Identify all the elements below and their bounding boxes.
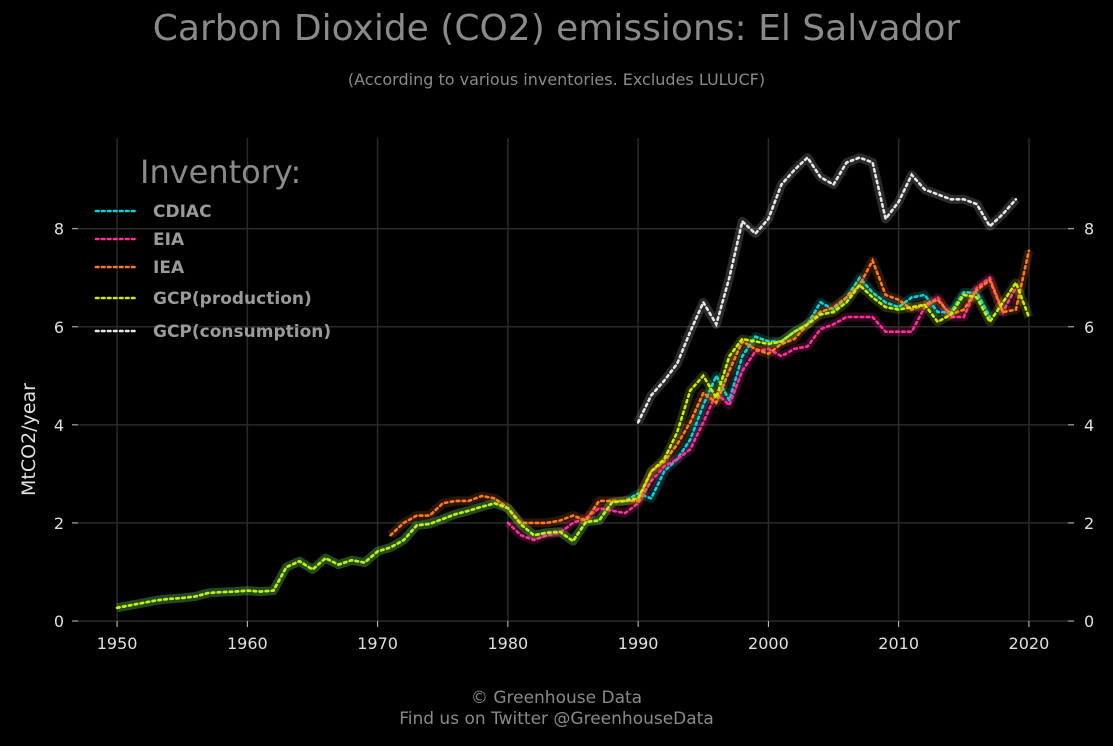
series-line-gcp-consumption	[636, 155, 1018, 424]
footer-twitter: Find us on Twitter @GreenhouseData	[399, 709, 714, 729]
x-tick-label: 1980	[488, 634, 529, 653]
y-tick-label-left: 6	[54, 318, 64, 337]
y-tick-label-left: 0	[54, 612, 64, 631]
y-tick-label-right: 0	[1084, 612, 1094, 631]
y-tick-label-right: 2	[1084, 514, 1094, 533]
legend-label-gcp-consumption: GCP(consumption)	[153, 322, 331, 342]
y-tick-label-right: 8	[1084, 220, 1094, 239]
x-tick-label: 2010	[878, 634, 919, 653]
legend-label-cdiac: CDIAC	[153, 202, 212, 222]
y-tick-label-left: 2	[54, 514, 64, 533]
chart-subtitle: (According to various inventories. Exclu…	[347, 70, 766, 89]
legend-label-gcp-production: GCP(production)	[153, 289, 312, 309]
series-line-gcp-production	[115, 279, 1031, 610]
legend-label-iea: IEA	[153, 258, 185, 278]
x-tick-label: 1950	[97, 634, 138, 653]
x-tick-label: 1960	[227, 634, 268, 653]
y-tick-label-left: 4	[54, 416, 64, 435]
legend-title: Inventory:	[140, 153, 301, 191]
x-tick-label: 2020	[1009, 634, 1050, 653]
y-tick-label-left: 8	[54, 220, 64, 239]
x-tick-label: 2000	[748, 634, 789, 653]
x-tick-label: 1990	[618, 634, 659, 653]
legend-label-eia: EIA	[153, 230, 185, 250]
footer-copyright: © Greenhouse Data	[470, 688, 643, 708]
series-line-eia	[506, 275, 1018, 542]
y-tick-label-right: 4	[1084, 416, 1094, 435]
y-tick-label-right: 6	[1084, 318, 1094, 337]
chart-title: Carbon Dioxide (CO2) emissions: El Salva…	[152, 8, 961, 49]
x-tick-label: 1970	[357, 634, 398, 653]
y-axis-label: MtCO2/year	[18, 383, 40, 496]
